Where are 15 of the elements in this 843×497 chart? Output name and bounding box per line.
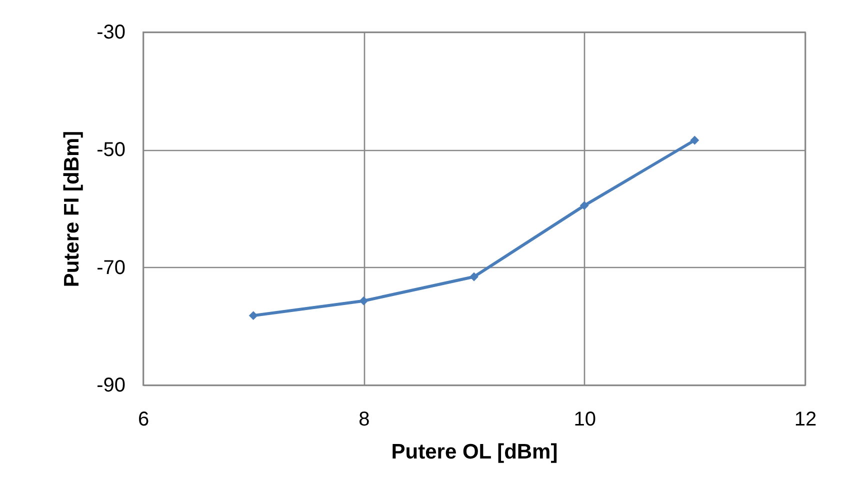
x-tick-label: 8 (358, 408, 370, 430)
y-tick-label: -90 (96, 374, 126, 396)
y-tick-label: -50 (96, 139, 126, 162)
x-tick-label: 12 (794, 408, 817, 430)
point (470, 272, 478, 282)
y-tick-label: -70 (96, 256, 126, 279)
y-tick-label: -30 (96, 22, 126, 44)
y-axis-title: Putere FI [dBm] (60, 130, 84, 288)
x-tick-label: 10 (574, 408, 596, 430)
point (359, 296, 368, 306)
x-tick-label: 6 (138, 408, 150, 430)
point (690, 136, 700, 145)
point (580, 201, 589, 210)
point (248, 311, 258, 320)
x-axis-title: Putere OL [dBm] (391, 440, 558, 464)
